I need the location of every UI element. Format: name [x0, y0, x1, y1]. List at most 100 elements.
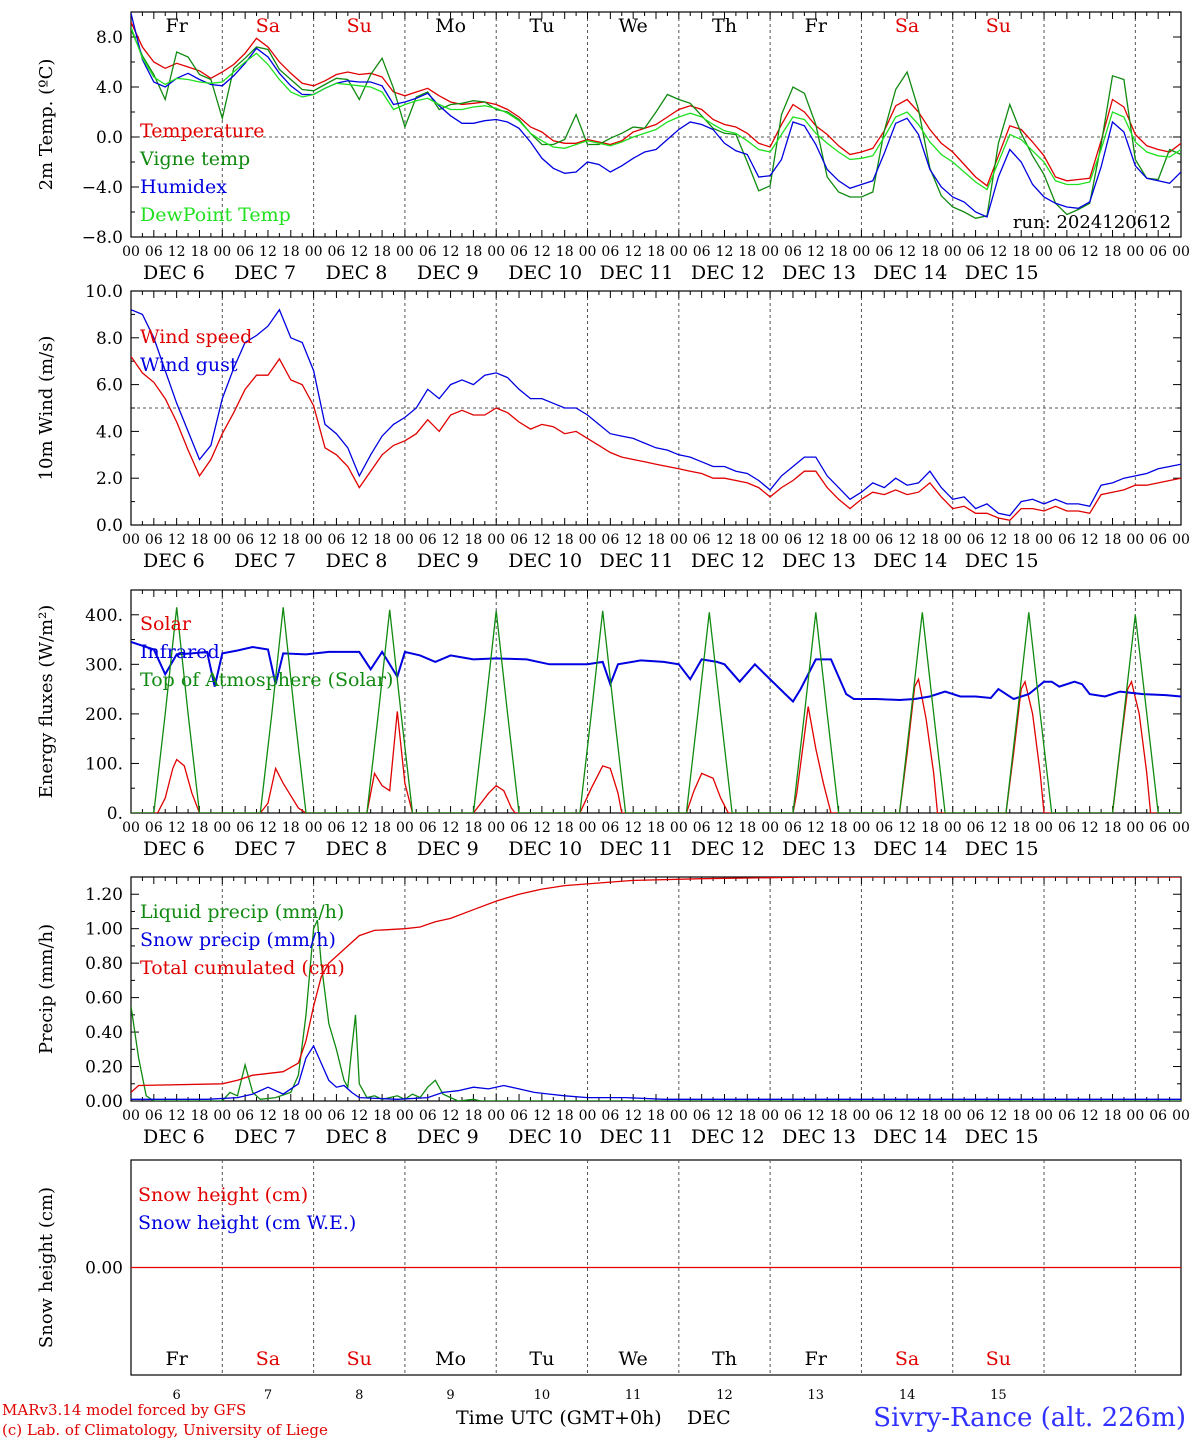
x-hour-label: 18 [738, 244, 756, 260]
day-number-label: 9 [446, 1388, 454, 1403]
x-hour-label: 18 [282, 820, 300, 836]
x-hour-label: 12 [259, 820, 277, 836]
x-hour-label: 18 [191, 820, 209, 836]
x-hour-label: 06 [236, 820, 254, 836]
y-tick-label: 0.00 [85, 1259, 123, 1279]
x-date-label: DEC 11 [600, 550, 674, 572]
x-hour-label: 12 [989, 532, 1007, 548]
x-hour-label: 00 [761, 820, 779, 836]
legend-vigne-temp: Vigne temp [139, 148, 250, 170]
y-tick-label: 6.0 [96, 376, 123, 396]
x-hour-label: 06 [693, 244, 711, 260]
y-tick-label: 0.00 [85, 1092, 123, 1112]
x-date-label: DEC 7 [234, 550, 296, 572]
x-hour-label: 06 [510, 244, 528, 260]
y-tick-label: 300. [85, 655, 123, 675]
x-hour-label: 18 [830, 244, 848, 260]
x-hour-label: 00 [122, 820, 140, 836]
x-hour-label: 18 [556, 244, 574, 260]
day-of-week-label: We [619, 15, 648, 37]
x-hour-label: 06 [967, 244, 985, 260]
legend-wind-speed: Wind speed [140, 326, 252, 348]
y-tick-label: 10.0 [85, 282, 123, 302]
x-hour-label: 18 [830, 1108, 848, 1124]
x-hour-label: 18 [556, 820, 574, 836]
day-of-week-label: Fr [166, 15, 189, 37]
y-tick-label: −8.0 [82, 228, 123, 248]
day-number-label: 7 [264, 1388, 272, 1403]
panel-snow: 0.00 Snow height (cm) Fr 6 Sa 7 Su 8 Mo 9 Tu 10 We 11… [36, 1159, 1182, 1403]
x-hour-label: 18 [1104, 1108, 1122, 1124]
x-date-label: DEC 9 [417, 1126, 479, 1148]
x-hour-label: 00 [944, 532, 962, 548]
y-tick-label: 4.0 [96, 78, 123, 98]
legend-humidex: Humidex [140, 176, 227, 198]
x-date-label: DEC 8 [326, 262, 388, 284]
series-line-top-of-atmosphere-solar- [131, 607, 1181, 813]
x-hour-label: 06 [419, 532, 437, 548]
series-line-liquid-precip-mm-h- [131, 919, 1181, 1101]
y-tick-label: 8.0 [96, 28, 123, 48]
station-name: Sivry-Rance (alt. 226m) [873, 1403, 1186, 1433]
x-hour-label: 18 [556, 532, 574, 548]
panel-temp: −8.0−4.00.04.08.02m Temp. (ºC)00 06 12 18 00… [36, 11, 1190, 284]
xaxis-month: DEC [687, 1407, 731, 1429]
day-of-week-label: Su [986, 15, 1011, 37]
x-date-label: DEC 15 [965, 262, 1039, 284]
day-number-label: 10 [534, 1388, 551, 1403]
x-hour-label: 06 [1149, 820, 1167, 836]
x-hour-label: 06 [875, 820, 893, 836]
x-hour-label: 18 [738, 820, 756, 836]
y-tick-label: 2.0 [96, 469, 123, 489]
x-date-label: DEC 12 [691, 1126, 765, 1148]
x-hour-label: 00 [1172, 532, 1190, 548]
x-hour-label: 00 [1035, 244, 1053, 260]
x-hour-label: 06 [693, 532, 711, 548]
x-hour-label: 12 [168, 820, 186, 836]
x-hour-label: 06 [601, 1108, 619, 1124]
x-hour-label: 06 [236, 532, 254, 548]
legend-snow-height-cm-: Snow height (cm) [138, 1184, 308, 1206]
x-date-label: DEC 6 [143, 550, 205, 572]
x-date-label: DEC 10 [508, 1126, 582, 1148]
y-tick-label: 4.0 [96, 422, 123, 442]
x-hour-label: 18 [373, 820, 391, 836]
day-number-label: 12 [716, 1388, 733, 1403]
x-hour-label: 18 [373, 1108, 391, 1124]
panel-frame [130, 589, 1182, 814]
x-date-label: DEC 10 [508, 262, 582, 284]
x-hour-label: 12 [350, 1108, 368, 1124]
x-hour-label: 06 [1058, 244, 1076, 260]
x-hour-label: 18 [921, 244, 939, 260]
x-hour-label: 06 [967, 1108, 985, 1124]
x-hour-label: 06 [693, 820, 711, 836]
y-tick-label: 1.20 [85, 885, 123, 905]
x-hour-label: 00 [487, 820, 505, 836]
panels: −8.0−4.00.04.08.02m Temp. (ºC)00 06 12 18 00… [36, 11, 1190, 1403]
legend-liquid-precip-mm-h-: Liquid precip (mm/h) [140, 901, 344, 923]
x-hour-label: 00 [670, 1108, 688, 1124]
panel-precip: 0.00 0.20 0.40 0.60 0.80 1.00 1.20 Precip (mm/h… [36, 876, 1190, 1148]
x-hour-label: 00 [1035, 1108, 1053, 1124]
x-hour-label: 06 [967, 532, 985, 548]
x-hour-label: 06 [1149, 244, 1167, 260]
x-hour-label: 12 [716, 532, 734, 548]
x-hour-label: 00 [579, 1108, 597, 1124]
x-hour-label: 12 [1081, 820, 1099, 836]
x-hour-label: 18 [830, 532, 848, 548]
x-hour-label: 06 [601, 532, 619, 548]
x-date-label: DEC 6 [143, 1126, 205, 1148]
x-date-label: DEC 13 [782, 262, 856, 284]
x-hour-label: 12 [807, 820, 825, 836]
x-hour-label: 12 [716, 1108, 734, 1124]
x-hour-label: 00 [122, 1108, 140, 1124]
y-tick-label: 0.0 [96, 516, 123, 536]
x-hour-label: 12 [989, 820, 1007, 836]
x-hour-label: 18 [921, 532, 939, 548]
x-hour-label: 06 [967, 820, 985, 836]
x-hour-label: 12 [807, 532, 825, 548]
x-hour-label: 12 [259, 244, 277, 260]
y-tick-label: 0.60 [85, 989, 123, 1009]
x-hour-label: 06 [784, 532, 802, 548]
